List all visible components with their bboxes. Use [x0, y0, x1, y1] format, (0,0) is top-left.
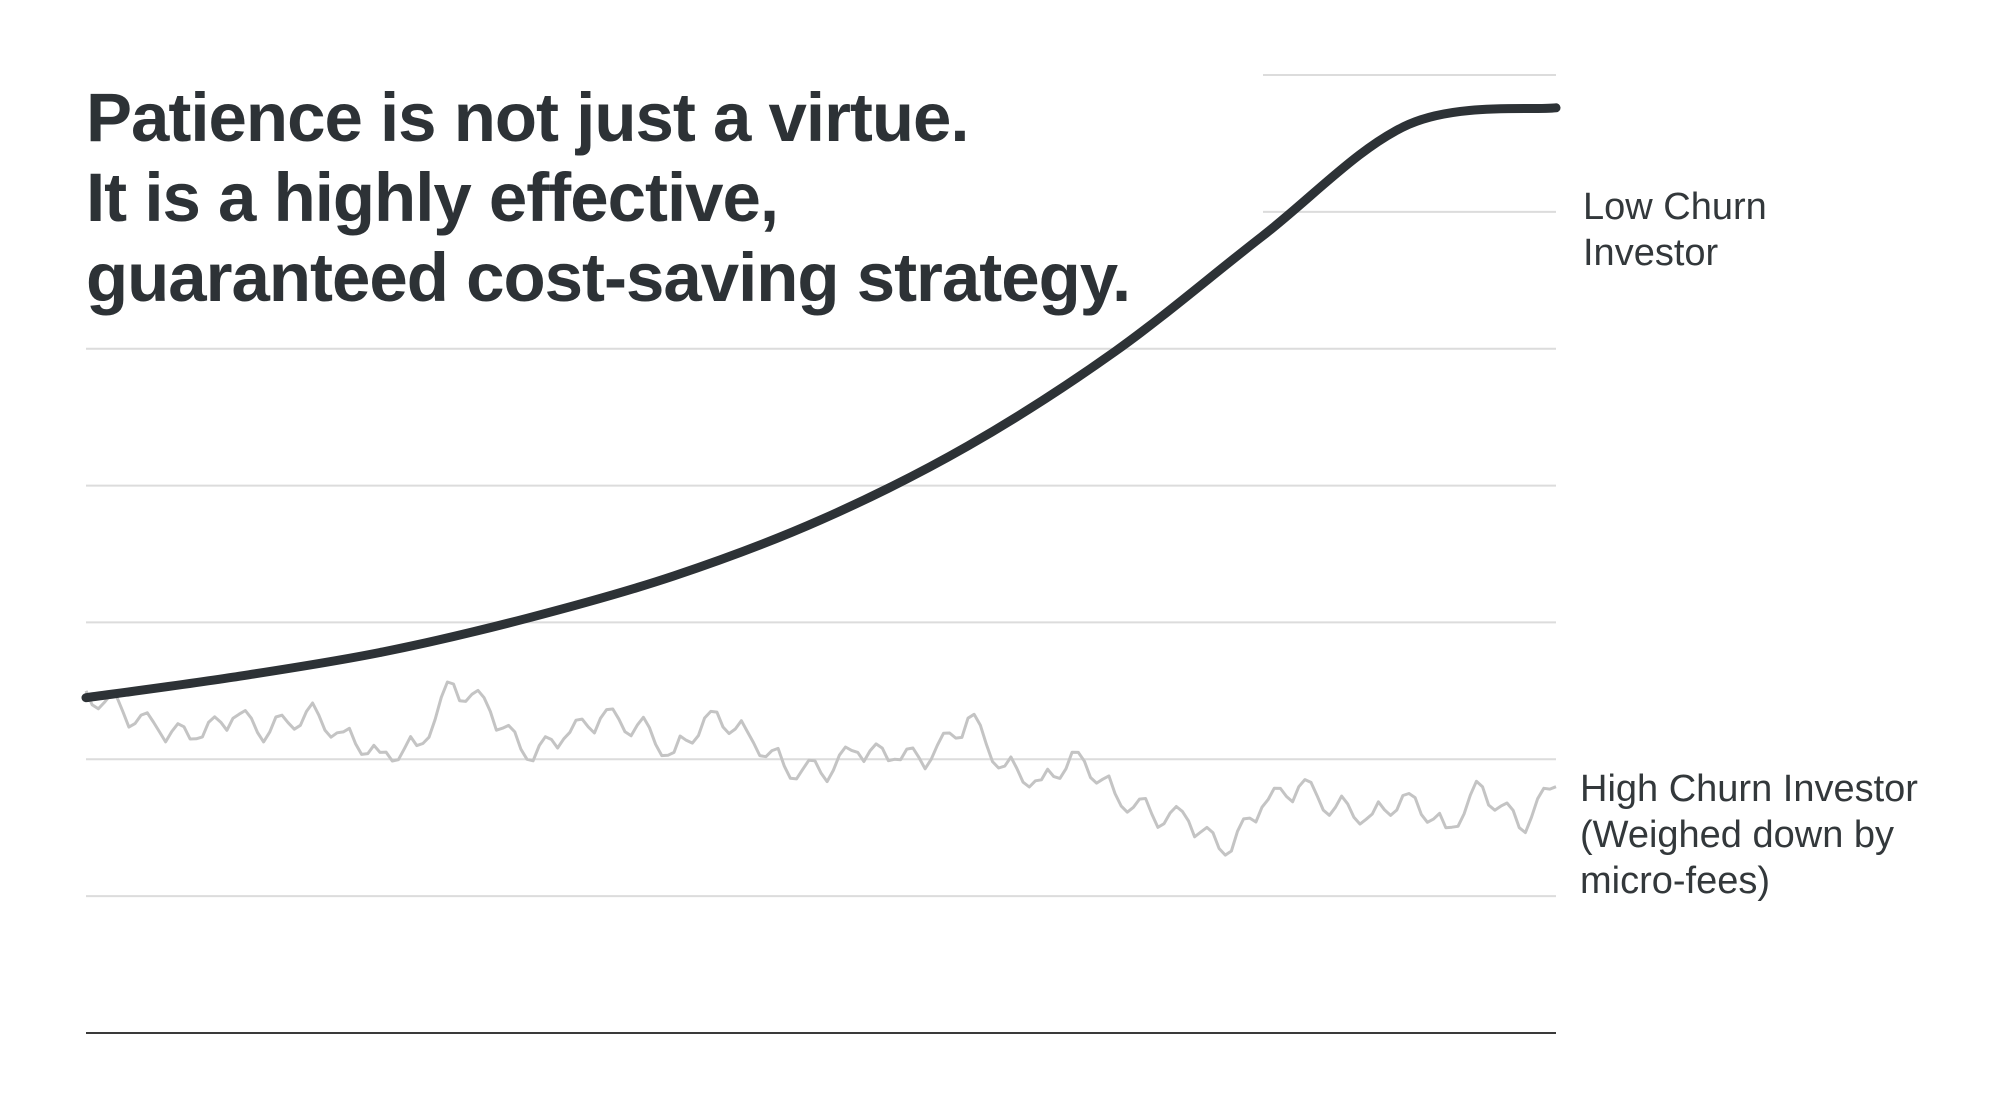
low-churn-label: Low Churn Investor: [1583, 184, 1767, 276]
low-churn-label-line-2: Investor: [1583, 232, 1719, 274]
gridlines: [86, 74, 1556, 898]
low-churn-series-line: [81, 103, 1561, 703]
low-churn-label-line-1: Low Churn: [1583, 186, 1767, 228]
high-churn-label-line-2: (Weighed down by: [1580, 814, 1895, 856]
high-churn-label-line-3: micro-fees): [1580, 860, 1771, 902]
headline-line-3: guaranteed cost-saving strategy.: [86, 239, 1131, 316]
headline-line-2: It is a highly effective,: [86, 159, 779, 236]
headline: Patience is not just a virtue. It is a h…: [86, 78, 1131, 318]
high-churn-series-line: [84, 680, 1557, 857]
high-churn-label-line-1: High Churn Investor: [1580, 768, 1918, 810]
headline-line-1: Patience is not just a virtue.: [86, 79, 970, 156]
high-churn-label: High Churn Investor (Weighed down by mic…: [1580, 766, 1918, 904]
